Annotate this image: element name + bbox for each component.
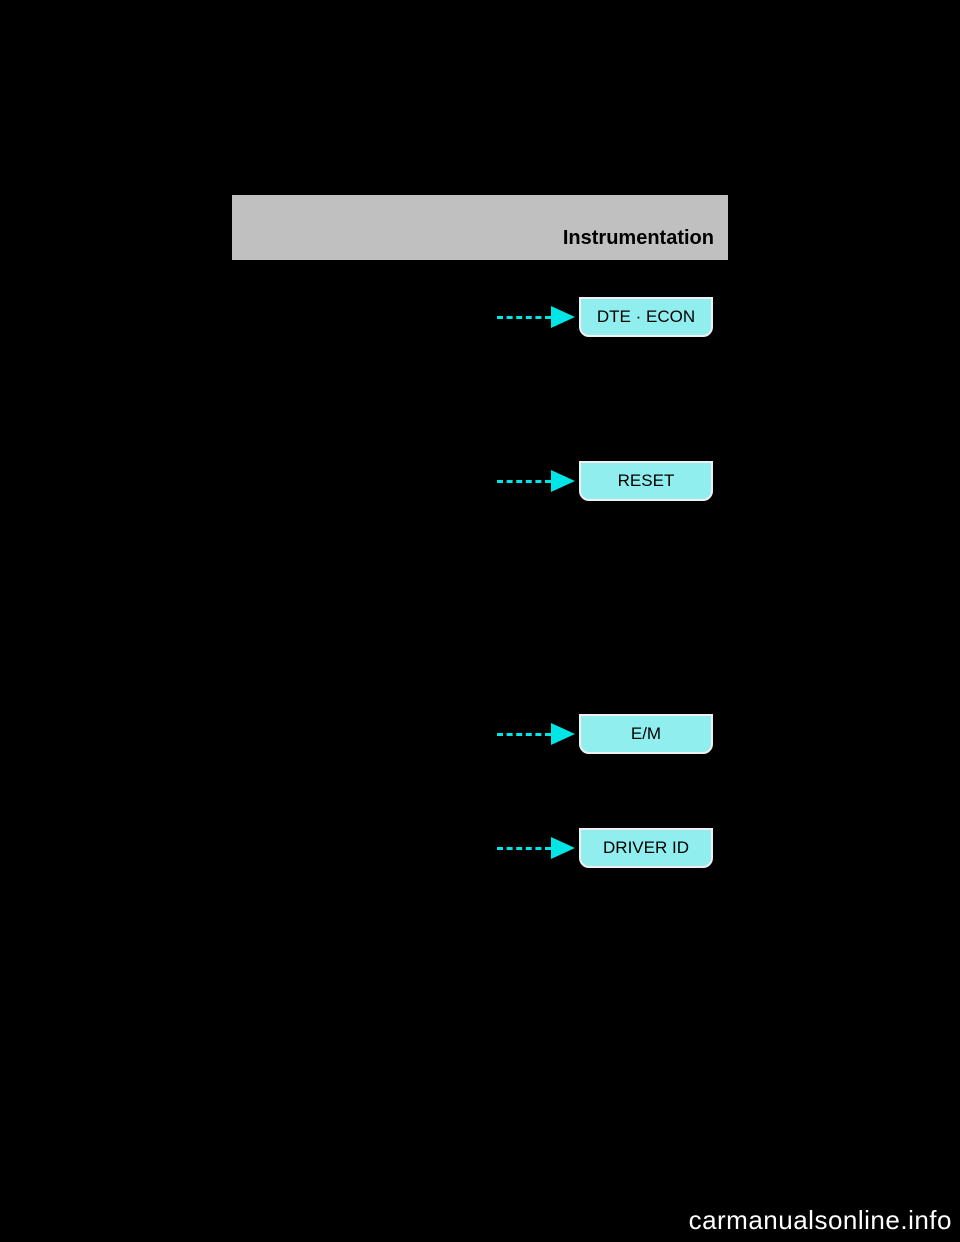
button-label: DTE · ECON (597, 307, 695, 327)
button-label: DRIVER ID (603, 838, 689, 858)
header-bar: Instrumentation (232, 195, 728, 260)
row-em: E/M (497, 714, 713, 754)
row-dte-econ: DTE · ECON (497, 297, 713, 337)
arrow-line-icon (497, 847, 551, 850)
arrow-line-icon (497, 480, 551, 483)
arrow-head-icon (551, 470, 575, 492)
arrow-line-icon (497, 733, 551, 736)
row-driver-id: DRIVER ID (497, 828, 713, 868)
arrow-line-icon (497, 316, 551, 319)
page-title: Instrumentation (563, 227, 714, 250)
arrow-head-icon (551, 837, 575, 859)
watermark: carmanualsonline.info (689, 1205, 952, 1236)
button-label: RESET (618, 471, 675, 491)
em-button[interactable]: E/M (579, 714, 713, 754)
arrow-head-icon (551, 723, 575, 745)
arrow-head-icon (551, 306, 575, 328)
dte-econ-button[interactable]: DTE · ECON (579, 297, 713, 337)
driver-id-button[interactable]: DRIVER ID (579, 828, 713, 868)
button-label: E/M (631, 724, 661, 744)
reset-button[interactable]: RESET (579, 461, 713, 501)
row-reset: RESET (497, 461, 713, 501)
